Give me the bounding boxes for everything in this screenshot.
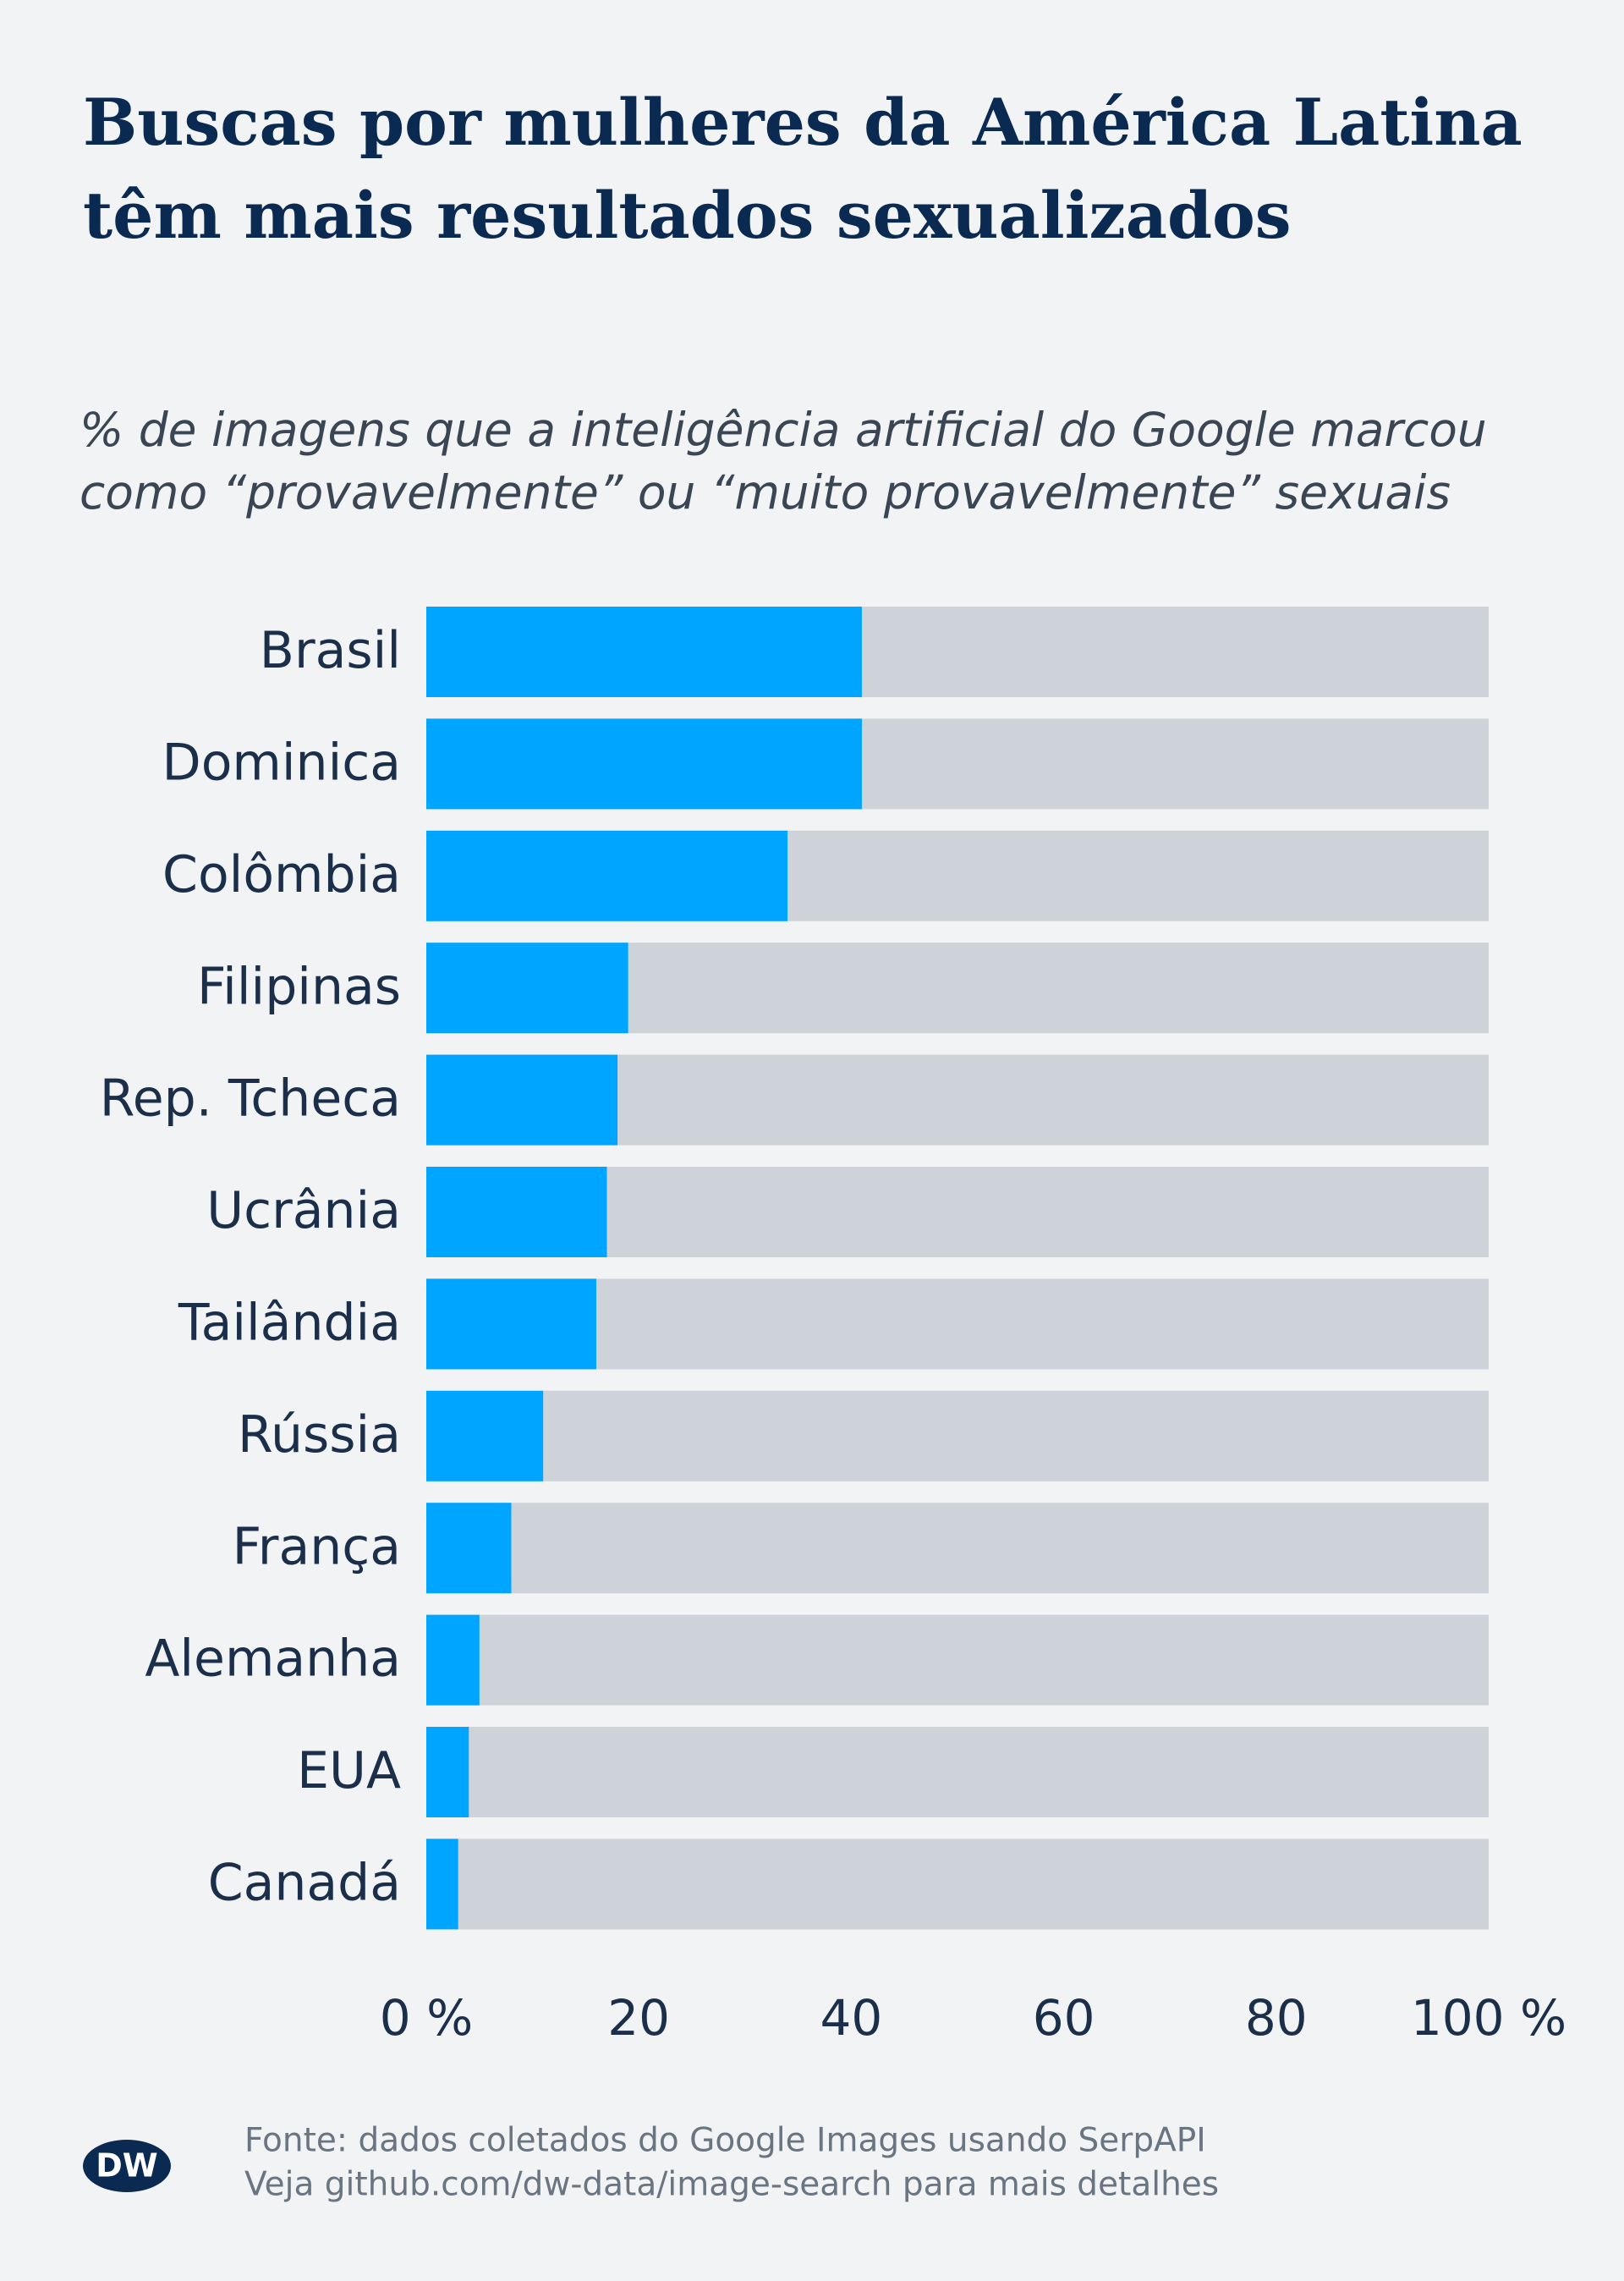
bar bbox=[426, 1503, 512, 1594]
category-label: França bbox=[233, 1517, 401, 1576]
category-label: Rep. Tcheca bbox=[100, 1069, 401, 1129]
subtitle: % de imagens que a inteligência artifici… bbox=[80, 403, 1487, 457]
bar-track bbox=[426, 1727, 1489, 1817]
x-tick-label: 0 % bbox=[380, 1989, 473, 2047]
bar bbox=[426, 1390, 544, 1481]
x-tick-label: 100 % bbox=[1411, 1989, 1566, 2047]
category-label: Tailândia bbox=[178, 1293, 401, 1352]
bar-track bbox=[426, 1614, 1489, 1706]
category-label: Ucrânia bbox=[206, 1181, 401, 1240]
bar-track bbox=[426, 1390, 1489, 1481]
bar-track bbox=[426, 1839, 1489, 1930]
chart-title: Buscas por mulheres da América Latina bbox=[83, 85, 1522, 160]
chart-title: têm mais resultados sexualizados bbox=[83, 178, 1292, 253]
source: Veja github.com/dw-data/image-search par… bbox=[244, 2166, 1219, 2204]
source: Fonte: dados coletados do Google Images … bbox=[244, 2122, 1206, 2160]
category-label: Colômbia bbox=[162, 845, 401, 904]
x-tick-label: 20 bbox=[607, 1989, 670, 2047]
x-tick-label: 80 bbox=[1245, 1989, 1308, 2047]
bar bbox=[426, 1839, 458, 1930]
logo-badge bbox=[83, 2140, 171, 2192]
x-tick-label: 40 bbox=[820, 1989, 882, 2047]
category-label: Dominica bbox=[162, 733, 401, 792]
logo: DW bbox=[96, 2147, 157, 2185]
bar-track bbox=[426, 1503, 1489, 1594]
bar bbox=[426, 943, 628, 1034]
category-label: EUA bbox=[297, 1741, 401, 1800]
bar bbox=[426, 1727, 469, 1817]
category-label: Rússia bbox=[238, 1405, 401, 1465]
bar bbox=[426, 1278, 596, 1370]
category-label: Filipinas bbox=[197, 957, 401, 1016]
bar bbox=[426, 1054, 618, 1146]
bar-track bbox=[426, 1278, 1489, 1370]
subtitle: como “provavelmente” ou “muito provavelm… bbox=[80, 465, 1451, 519]
category-label: Canadá bbox=[208, 1853, 401, 1912]
bar bbox=[426, 607, 862, 697]
bar bbox=[426, 1614, 480, 1706]
bar bbox=[426, 718, 862, 810]
x-tick-label: 60 bbox=[1033, 1989, 1095, 2047]
bar bbox=[426, 1167, 607, 1257]
bar bbox=[426, 830, 788, 921]
category-label: Brasil bbox=[260, 621, 401, 680]
category-label: Alemanha bbox=[145, 1630, 401, 1689]
